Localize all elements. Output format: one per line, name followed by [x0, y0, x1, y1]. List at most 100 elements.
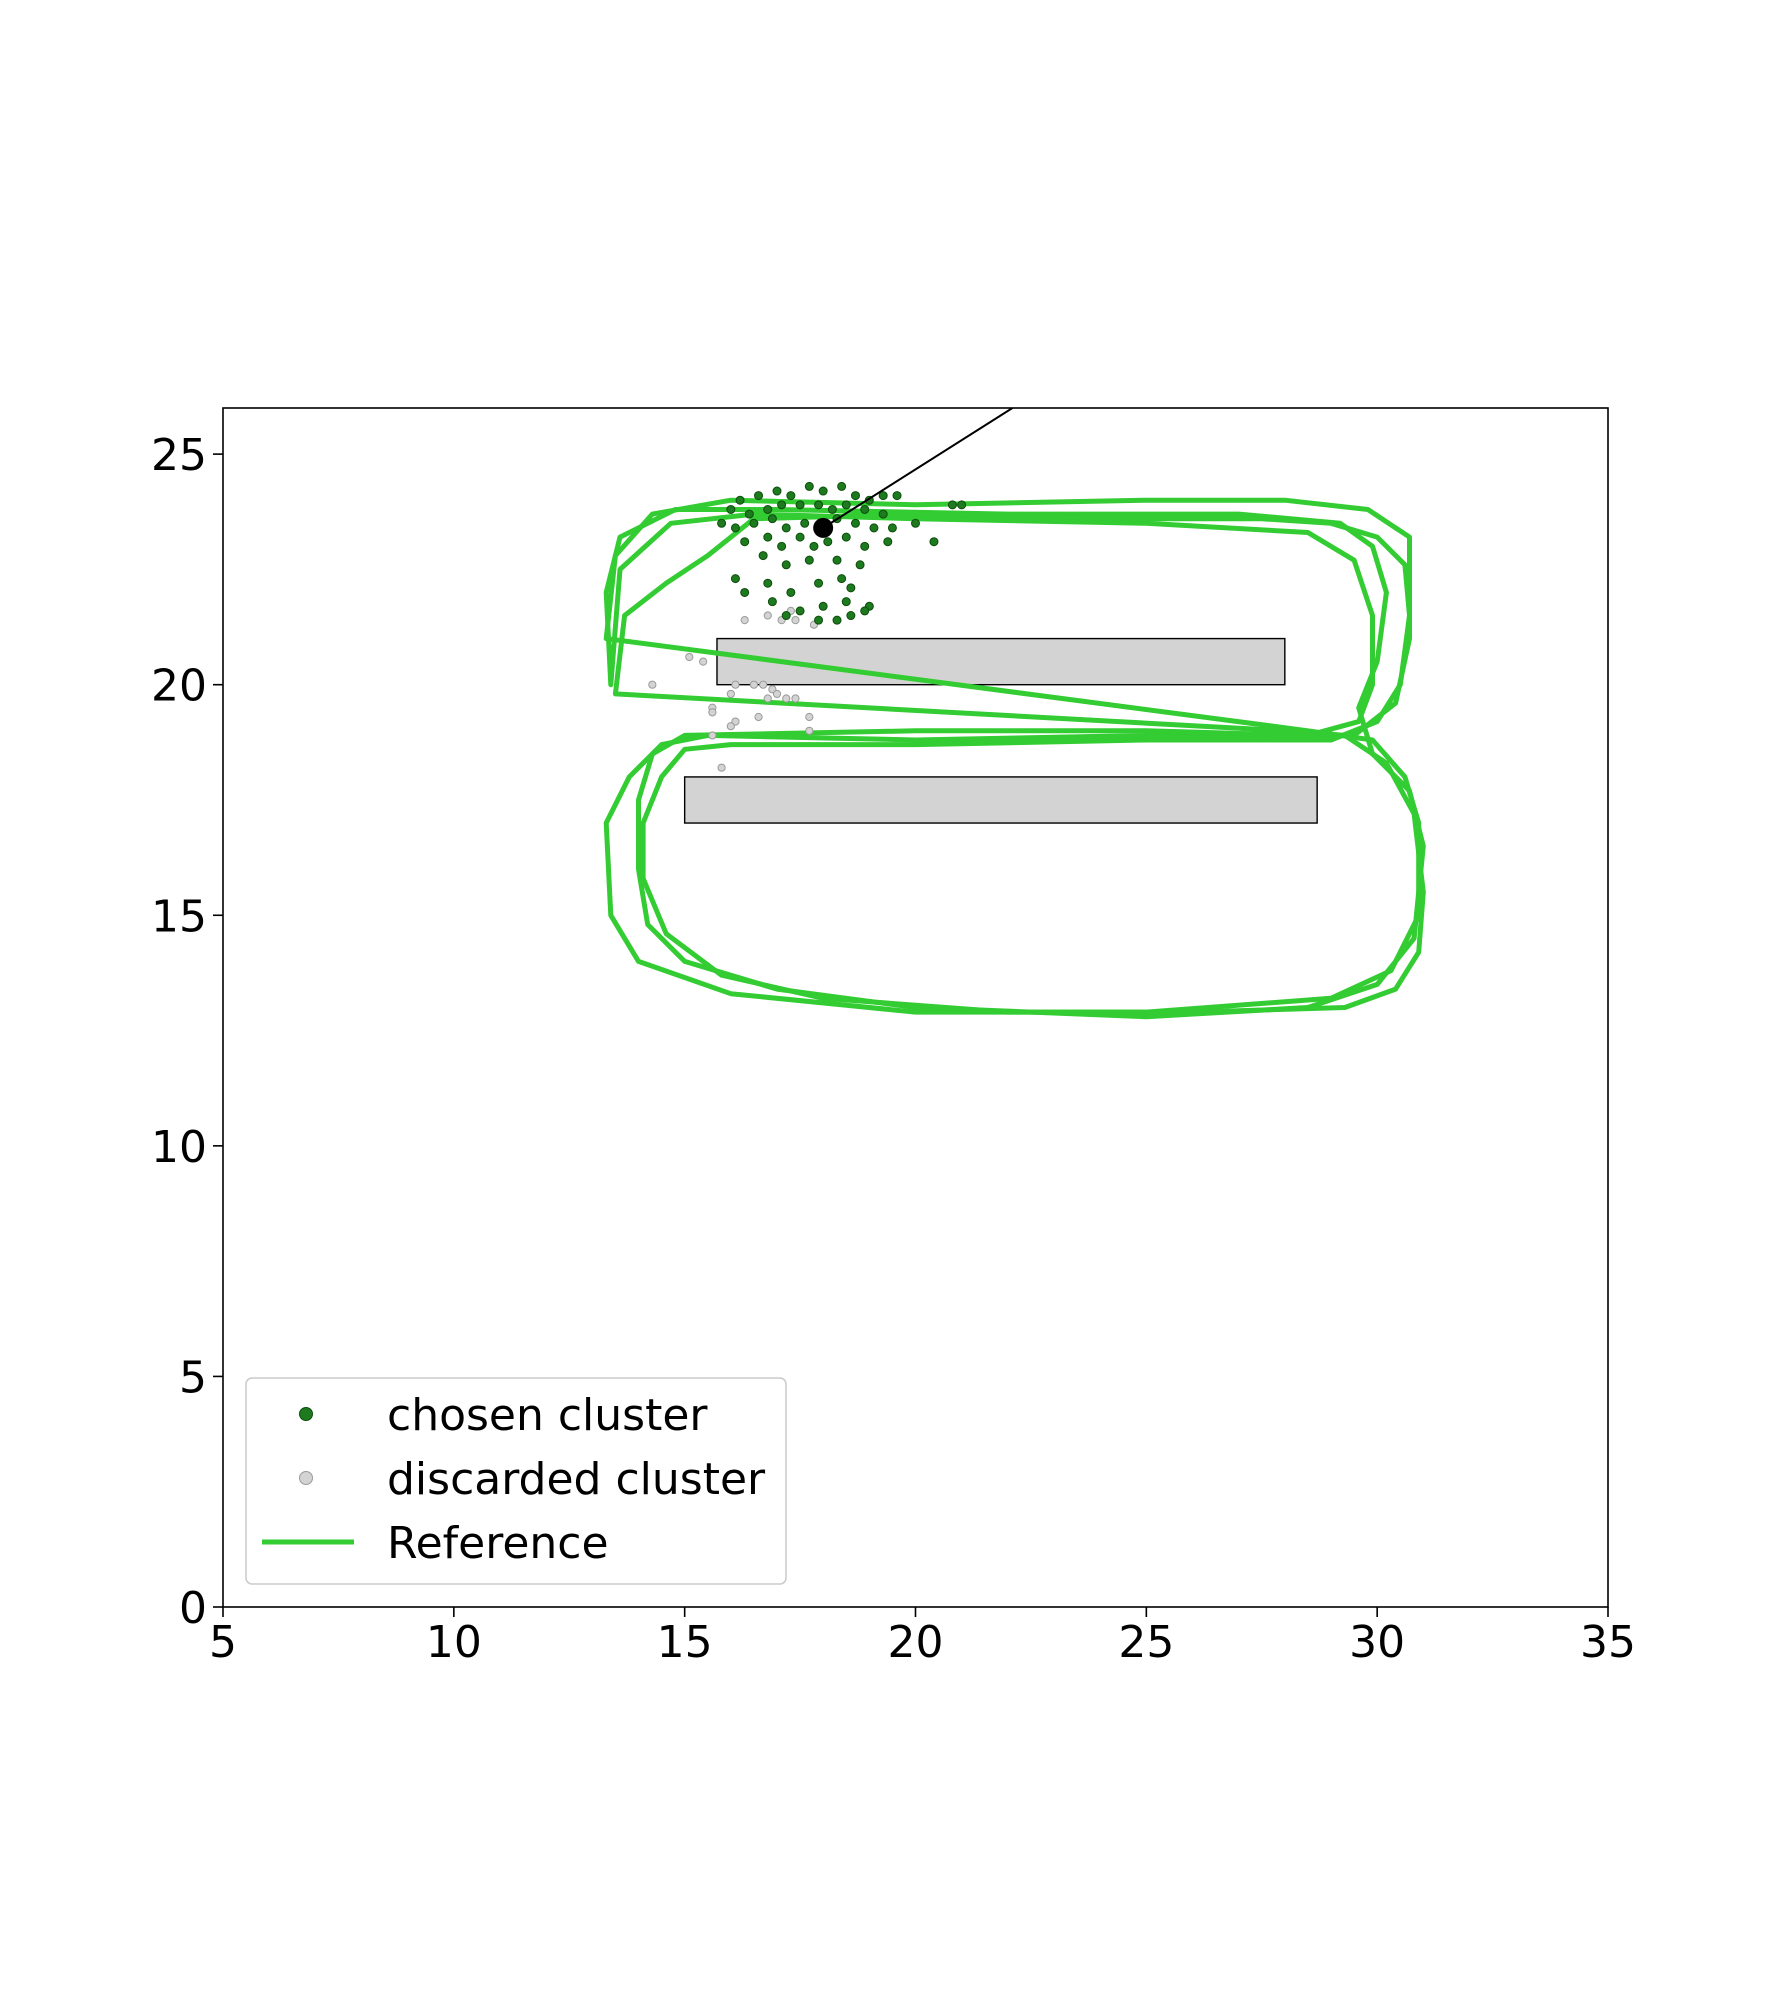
- chosen-point: [726, 504, 736, 514]
- chosen-point: [740, 537, 750, 547]
- chosen-point: [860, 606, 870, 616]
- discarded-point: [805, 726, 814, 735]
- chosen-point: [777, 541, 787, 551]
- legend-box: [245, 1377, 787, 1585]
- discarded-point: [805, 712, 814, 722]
- chosen-point: [744, 509, 754, 519]
- y-tick-label: 0: [179, 1583, 207, 1634]
- discarded-point: [648, 680, 657, 689]
- chosen-point: [767, 514, 777, 524]
- chosen-point: [832, 555, 842, 565]
- chosen-point: [860, 541, 870, 551]
- discarded-point: [782, 694, 791, 703]
- discarded-point: [717, 763, 726, 772]
- chosen-point: [800, 518, 810, 528]
- y-tick-label: 20: [151, 661, 207, 712]
- chosen-point: [823, 537, 833, 547]
- legend-label-reference: Reference: [387, 1518, 609, 1569]
- y-tick-label: 25: [151, 430, 207, 481]
- chosen-point: [781, 523, 791, 533]
- discarded-point: [726, 689, 735, 699]
- chosen-point: [911, 518, 920, 528]
- chosen-point: [795, 532, 805, 542]
- chosen-point: [749, 518, 759, 528]
- y-tick-label: 5: [179, 1352, 207, 1403]
- chosen-point: [781, 560, 791, 570]
- chosen-point: [855, 560, 865, 570]
- x-tick-label: 5: [209, 1617, 237, 1668]
- chosen-point: [832, 615, 842, 625]
- obstacle-2: [683, 776, 1318, 824]
- x-tick-label: 30: [1349, 1617, 1405, 1668]
- chosen-point: [869, 523, 879, 533]
- discarded-point: [685, 652, 694, 662]
- chosen-point: [740, 587, 750, 597]
- plot-content: [603, 408, 1426, 1020]
- chosen-point: [850, 491, 860, 501]
- chosen-point: [947, 500, 957, 510]
- discarded-point: [791, 694, 800, 703]
- legend-marker-chosen: [299, 1407, 313, 1421]
- chosen-point: [850, 518, 860, 528]
- chosen-point: [883, 537, 893, 547]
- discarded-point: [726, 722, 735, 731]
- x-tick-label: 15: [657, 1617, 713, 1668]
- chosen-point: [795, 606, 805, 616]
- chosen-point: [814, 578, 824, 588]
- discarded-point: [763, 611, 772, 620]
- chosen-point: [878, 491, 888, 501]
- discarded-point: [759, 680, 768, 689]
- discarded-point: [699, 657, 708, 666]
- chosen-point: [892, 491, 902, 501]
- y-tick-label: 10: [151, 1122, 207, 1173]
- x-tick-label: 10: [426, 1617, 482, 1668]
- chosen-point: [814, 500, 824, 510]
- chosen-point: [781, 611, 791, 621]
- chosen-point: [809, 541, 819, 551]
- chosen-point: [814, 615, 824, 625]
- chosen-point: [818, 486, 828, 496]
- discarded-point: [763, 694, 772, 703]
- chosen-point: [763, 578, 773, 588]
- chosen-point: [795, 500, 805, 510]
- chosen-point: [717, 518, 727, 528]
- chosen-point: [841, 532, 851, 542]
- discarded-point: [754, 712, 763, 722]
- robot-position: [813, 517, 834, 538]
- chosen-point: [837, 574, 847, 584]
- legend-label-discarded: discarded cluster: [387, 1454, 766, 1505]
- chosen-point: [786, 491, 796, 501]
- chosen-point: [929, 537, 939, 547]
- discarded-point: [708, 731, 717, 740]
- legend-marker-discarded: [299, 1471, 313, 1485]
- chosen-point: [735, 495, 745, 505]
- discarded-point: [791, 616, 800, 625]
- x-tick-label: 25: [1118, 1617, 1174, 1668]
- discarded-point: [731, 680, 740, 689]
- x-axis: 5 10 15 20 25 30 35: [209, 1607, 1636, 1668]
- discarded-point: [749, 680, 759, 689]
- chosen-point: [846, 583, 856, 593]
- chosen-point: [767, 597, 777, 607]
- chosen-point: [860, 504, 870, 514]
- robot-heading-line: [822, 408, 1013, 529]
- obstacle-1: [716, 637, 1286, 686]
- chosen-point: [786, 587, 796, 597]
- y-axis: 0 5 10 15 20 25: [151, 430, 223, 1634]
- chosen-point: [758, 551, 768, 561]
- chosen-point: [754, 491, 764, 501]
- chosen-point: [878, 509, 888, 519]
- chosen-point: [804, 481, 814, 491]
- legend-label-chosen: chosen cluster: [387, 1390, 708, 1441]
- chosen-point: [763, 504, 773, 514]
- discarded-point: [740, 616, 749, 625]
- chosen-point: [827, 504, 837, 514]
- chosen-point: [818, 601, 828, 611]
- discarded-point: [772, 689, 782, 699]
- plot-area: [603, 408, 1426, 1020]
- x-tick-label: 20: [888, 1617, 944, 1668]
- chosen-point: [887, 523, 897, 533]
- chosen-point: [763, 532, 773, 542]
